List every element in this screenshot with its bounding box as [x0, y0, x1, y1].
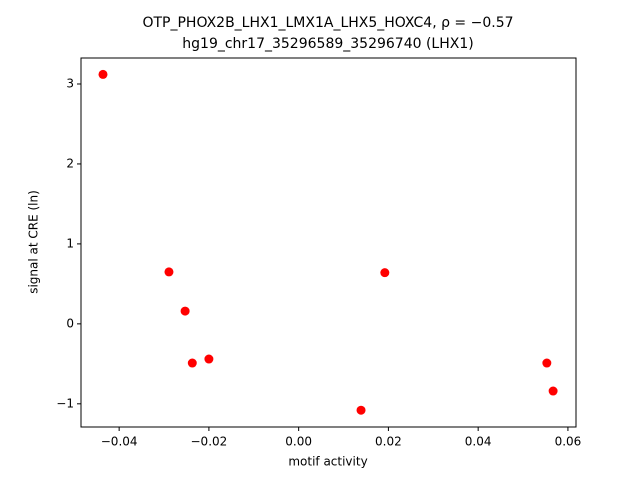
y-axis-label: signal at CRE (ln) — [27, 190, 41, 294]
x-tick-label: 0.06 — [555, 435, 582, 449]
point — [180, 306, 190, 316]
point — [542, 358, 552, 368]
point — [164, 267, 174, 277]
y-tick-label: 3 — [66, 76, 74, 90]
x-axis-label: motif activity — [288, 455, 367, 469]
point — [98, 69, 108, 79]
point — [187, 358, 197, 368]
y-tick-label: 1 — [66, 236, 74, 250]
x-tick-label: −0.02 — [191, 435, 228, 449]
y-tick-label: 2 — [66, 156, 74, 170]
point — [548, 386, 558, 396]
x-tick-label: 0.00 — [285, 435, 312, 449]
y-tick-label: −1 — [56, 396, 74, 410]
x-tick-label: 0.02 — [375, 435, 402, 449]
chart-title: OTP_PHOX2B_LHX1_LMX1A_LHX5_HOXC4, ρ = −0… — [142, 15, 513, 31]
chart-subtitle: hg19_chr17_35296589_35296740 (LHX1) — [182, 36, 473, 52]
point — [380, 268, 390, 278]
point — [356, 405, 366, 415]
y-tick-label: 0 — [66, 316, 74, 330]
x-tick-label: −0.04 — [101, 435, 138, 449]
point — [204, 354, 214, 364]
axes-frame — [80, 57, 577, 428]
x-tick-label: 0.04 — [465, 435, 492, 449]
